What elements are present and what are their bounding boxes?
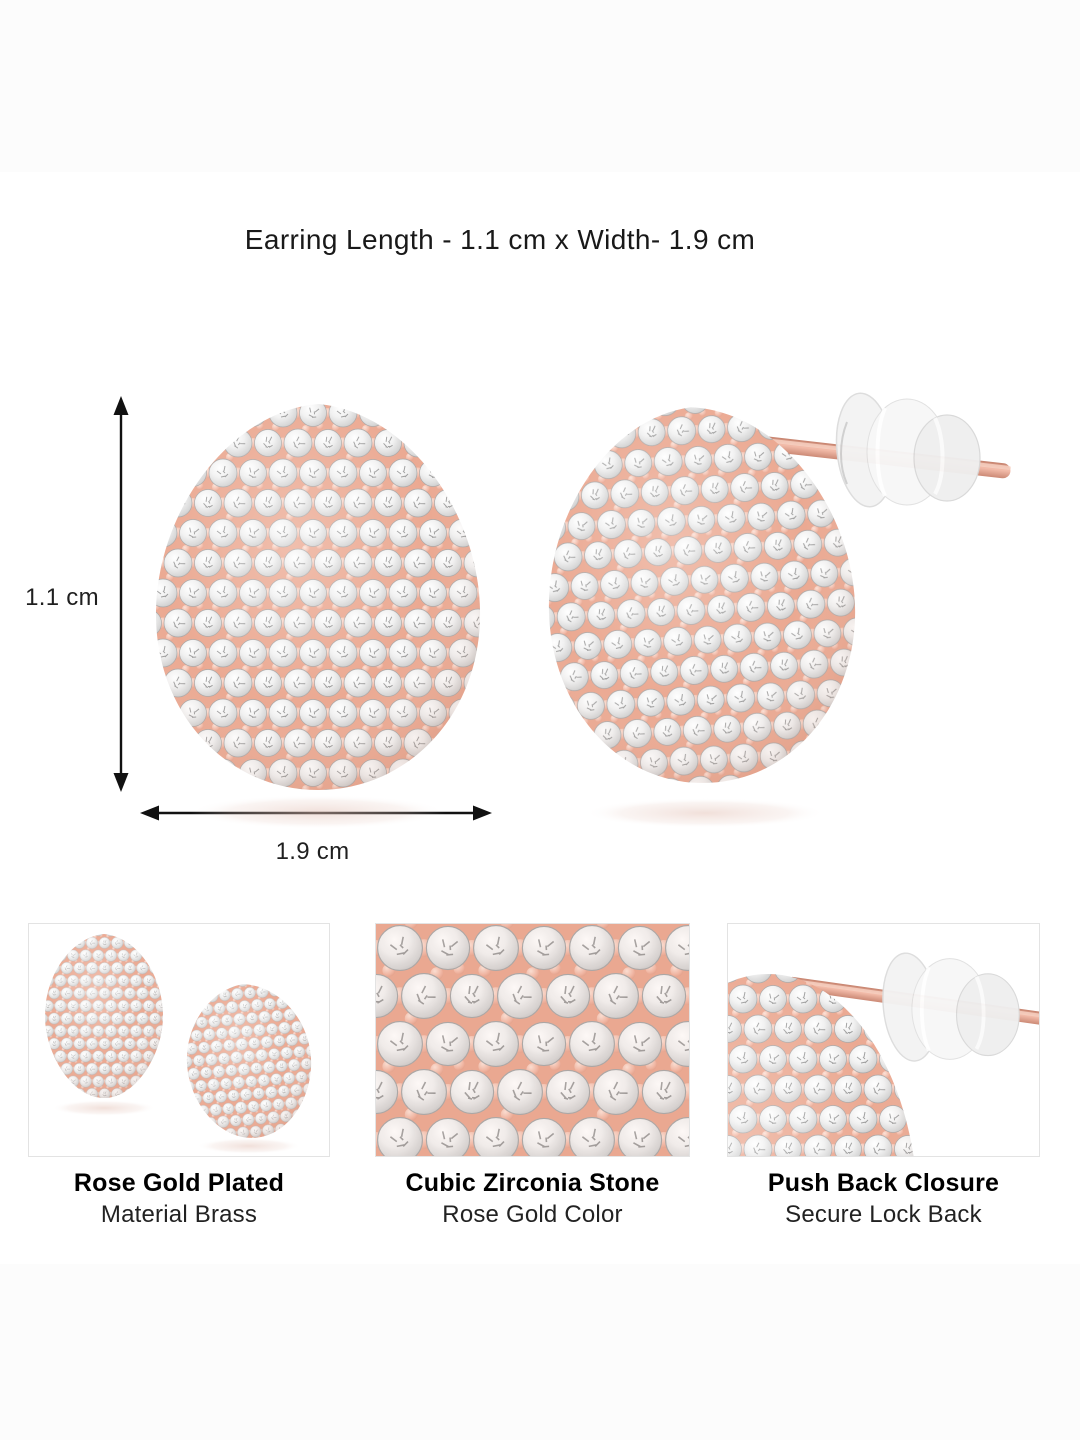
earring-side-view-photo bbox=[548, 392, 1011, 828]
height-dimension-label: 1.1 cm bbox=[25, 584, 99, 611]
vertical-dimension-arrow-icon bbox=[113, 396, 129, 792]
earring-reflection bbox=[190, 795, 446, 829]
width-dimension-label: 1.9 cm bbox=[275, 838, 350, 865]
feature-caption-stone: Cubic Zirconia Stone Rose Gold Color bbox=[375, 1168, 690, 1230]
earring-front-view-photo bbox=[155, 404, 481, 829]
feature-caption-plating: Rose Gold Plated Material Brass bbox=[28, 1168, 330, 1230]
bottom-band bbox=[0, 1264, 1080, 1440]
earring-reflection bbox=[585, 798, 825, 828]
silicone-push-back bbox=[835, 392, 981, 508]
feature-title: Cubic Zirconia Stone bbox=[405, 1169, 660, 1197]
feature-caption-closure: Push Back Closure Secure Lock Back bbox=[727, 1168, 1040, 1230]
earring-body bbox=[548, 407, 856, 783]
feature-subtitle: Secure Lock Back bbox=[785, 1201, 982, 1228]
page-title: Earring Length - 1.1 cm x Width- 1.9 cm bbox=[244, 224, 756, 255]
feature-subtitle: Rose Gold Color bbox=[442, 1201, 623, 1228]
feature-title: Rose Gold Plated bbox=[73, 1169, 285, 1197]
thumbnail-stone-closeup bbox=[375, 923, 690, 1157]
feature-subtitle: Material Brass bbox=[100, 1201, 258, 1228]
thumbnail-pushback-closeup bbox=[727, 923, 1040, 1157]
top-band bbox=[0, 0, 1080, 172]
silicone-push-back bbox=[882, 952, 1020, 1062]
feature-title: Push Back Closure bbox=[767, 1169, 1000, 1197]
thumbnail-pair-view bbox=[28, 923, 330, 1157]
